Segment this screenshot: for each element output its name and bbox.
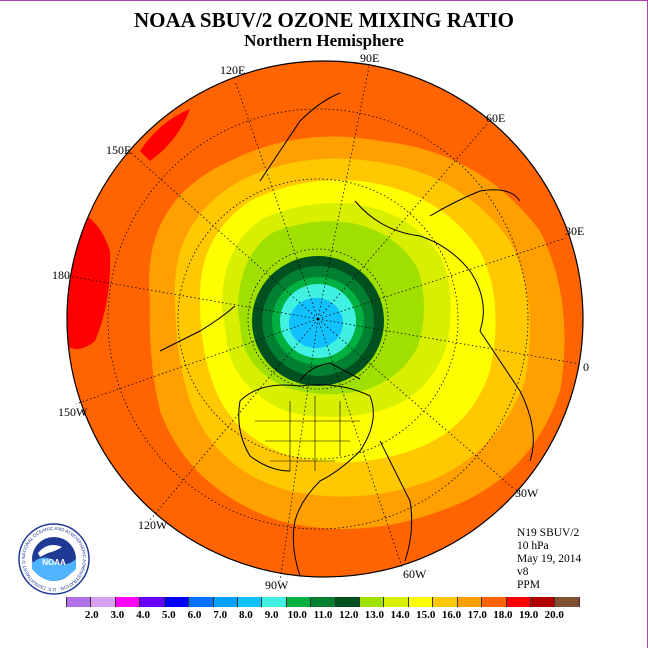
map-border [66,60,584,578]
colorbar-tick-label: 4.0 [136,609,150,621]
colorbar-segment [311,597,336,607]
colorbar-tick-label: 7.0 [213,609,228,621]
lon-label-180: 180 [52,268,70,282]
lon-label-0: 0 [583,360,589,374]
colorbar-tick-label: 11.0 [313,609,333,621]
colorbar-segment [213,597,238,607]
noaa-logo: NATIONAL OCEANIC AND ATMOSPHERIC ADMINIS… [18,523,90,595]
info-units: PPM [517,579,541,591]
colorbar-tick-label: 20.0 [544,609,564,621]
colorbar-segment [384,597,409,607]
lon-label-90w: 90W [265,578,289,592]
colorbar-segment [360,597,385,607]
colorbar-tick-label: 16.0 [441,609,462,621]
colorbar-tick-label: 8.0 [239,609,253,621]
noaa-logo-text: NOAA [42,558,66,567]
lon-label-30e: 30E [565,224,585,238]
colorbar-tick-label: 6.0 [187,609,202,621]
colorbar-segment [482,597,507,607]
colorbar-tick-label: 15.0 [416,609,436,621]
colorbar-ticks: 2.0 3.0 4.0 5.0 6.0 7.0 8.0 9.0 10.0 11.0 12.0 13.0… [0,609,647,625]
colorbar-segment [115,597,141,607]
colorbar-tick-label: 3.0 [110,609,125,621]
ozone-field [67,61,583,577]
info-date: May 19, 2014 [517,553,582,565]
political-boundaries [255,396,360,471]
colorbar-segment [408,597,434,607]
colorbar-tick-label: 13.0 [364,609,385,621]
colorbar-segment [262,597,287,607]
info-instrument: N19 SBUV/2 [517,527,580,539]
lon-label-90e: 90E [360,51,380,65]
colorbar-tick-label: 14.0 [390,609,410,621]
info-version: v8 [517,566,529,578]
colorbar-tick-label: 12.0 [339,609,359,621]
colorbar-segment [140,597,165,607]
lon-label-120e: 120E [220,63,246,77]
chart-subtitle: Northern Hemisphere [244,31,404,50]
lon-label-150w: 150W [58,405,88,419]
band-8-9 [289,298,343,348]
colorbar-segment [189,597,214,607]
info-level: 10 hPa [517,540,549,552]
lon-label-30w: 30W [515,486,539,500]
colorbar-segment [286,597,312,607]
colorbar-tick-label: 17.0 [467,609,487,621]
info-block: N19 SBUV/2 10 hPa May 19, 2014 v8 PPM [517,527,581,592]
band-19-20-patch-northwest [140,109,190,161]
colorbar-tick-label: 18.0 [493,609,513,621]
colorbar-tick-label: 10.0 [287,609,307,621]
colorbar-segment [91,597,116,607]
lon-label-60w: 60W [403,567,427,581]
colorbar-tick-label: 9.0 [264,609,279,621]
colorbar-segment [457,597,483,607]
colorbar [66,597,580,607]
colorbar-segment [237,597,263,607]
colorbar-segment [335,597,361,607]
colorbar-segment [506,597,532,607]
colorbar-tick-label: 2.0 [84,609,99,621]
colorbar-segment [66,597,92,607]
colorbar-tick-label: 19.0 [518,609,539,621]
lon-label-60e: 60E [486,111,506,125]
lon-label-120w: 120W [138,518,168,532]
colorbar-segment [555,597,580,607]
colorbar-tick-label: 5.0 [161,609,176,621]
graticule [67,66,581,582]
chart-title: NOAA SBUV/2 OZONE MIXING RATIO [134,8,514,32]
colorbar-segment [164,597,190,607]
colorbar-segment [531,597,556,607]
colorbar-segment [433,597,458,607]
lon-label-150e: 150E [106,143,132,157]
